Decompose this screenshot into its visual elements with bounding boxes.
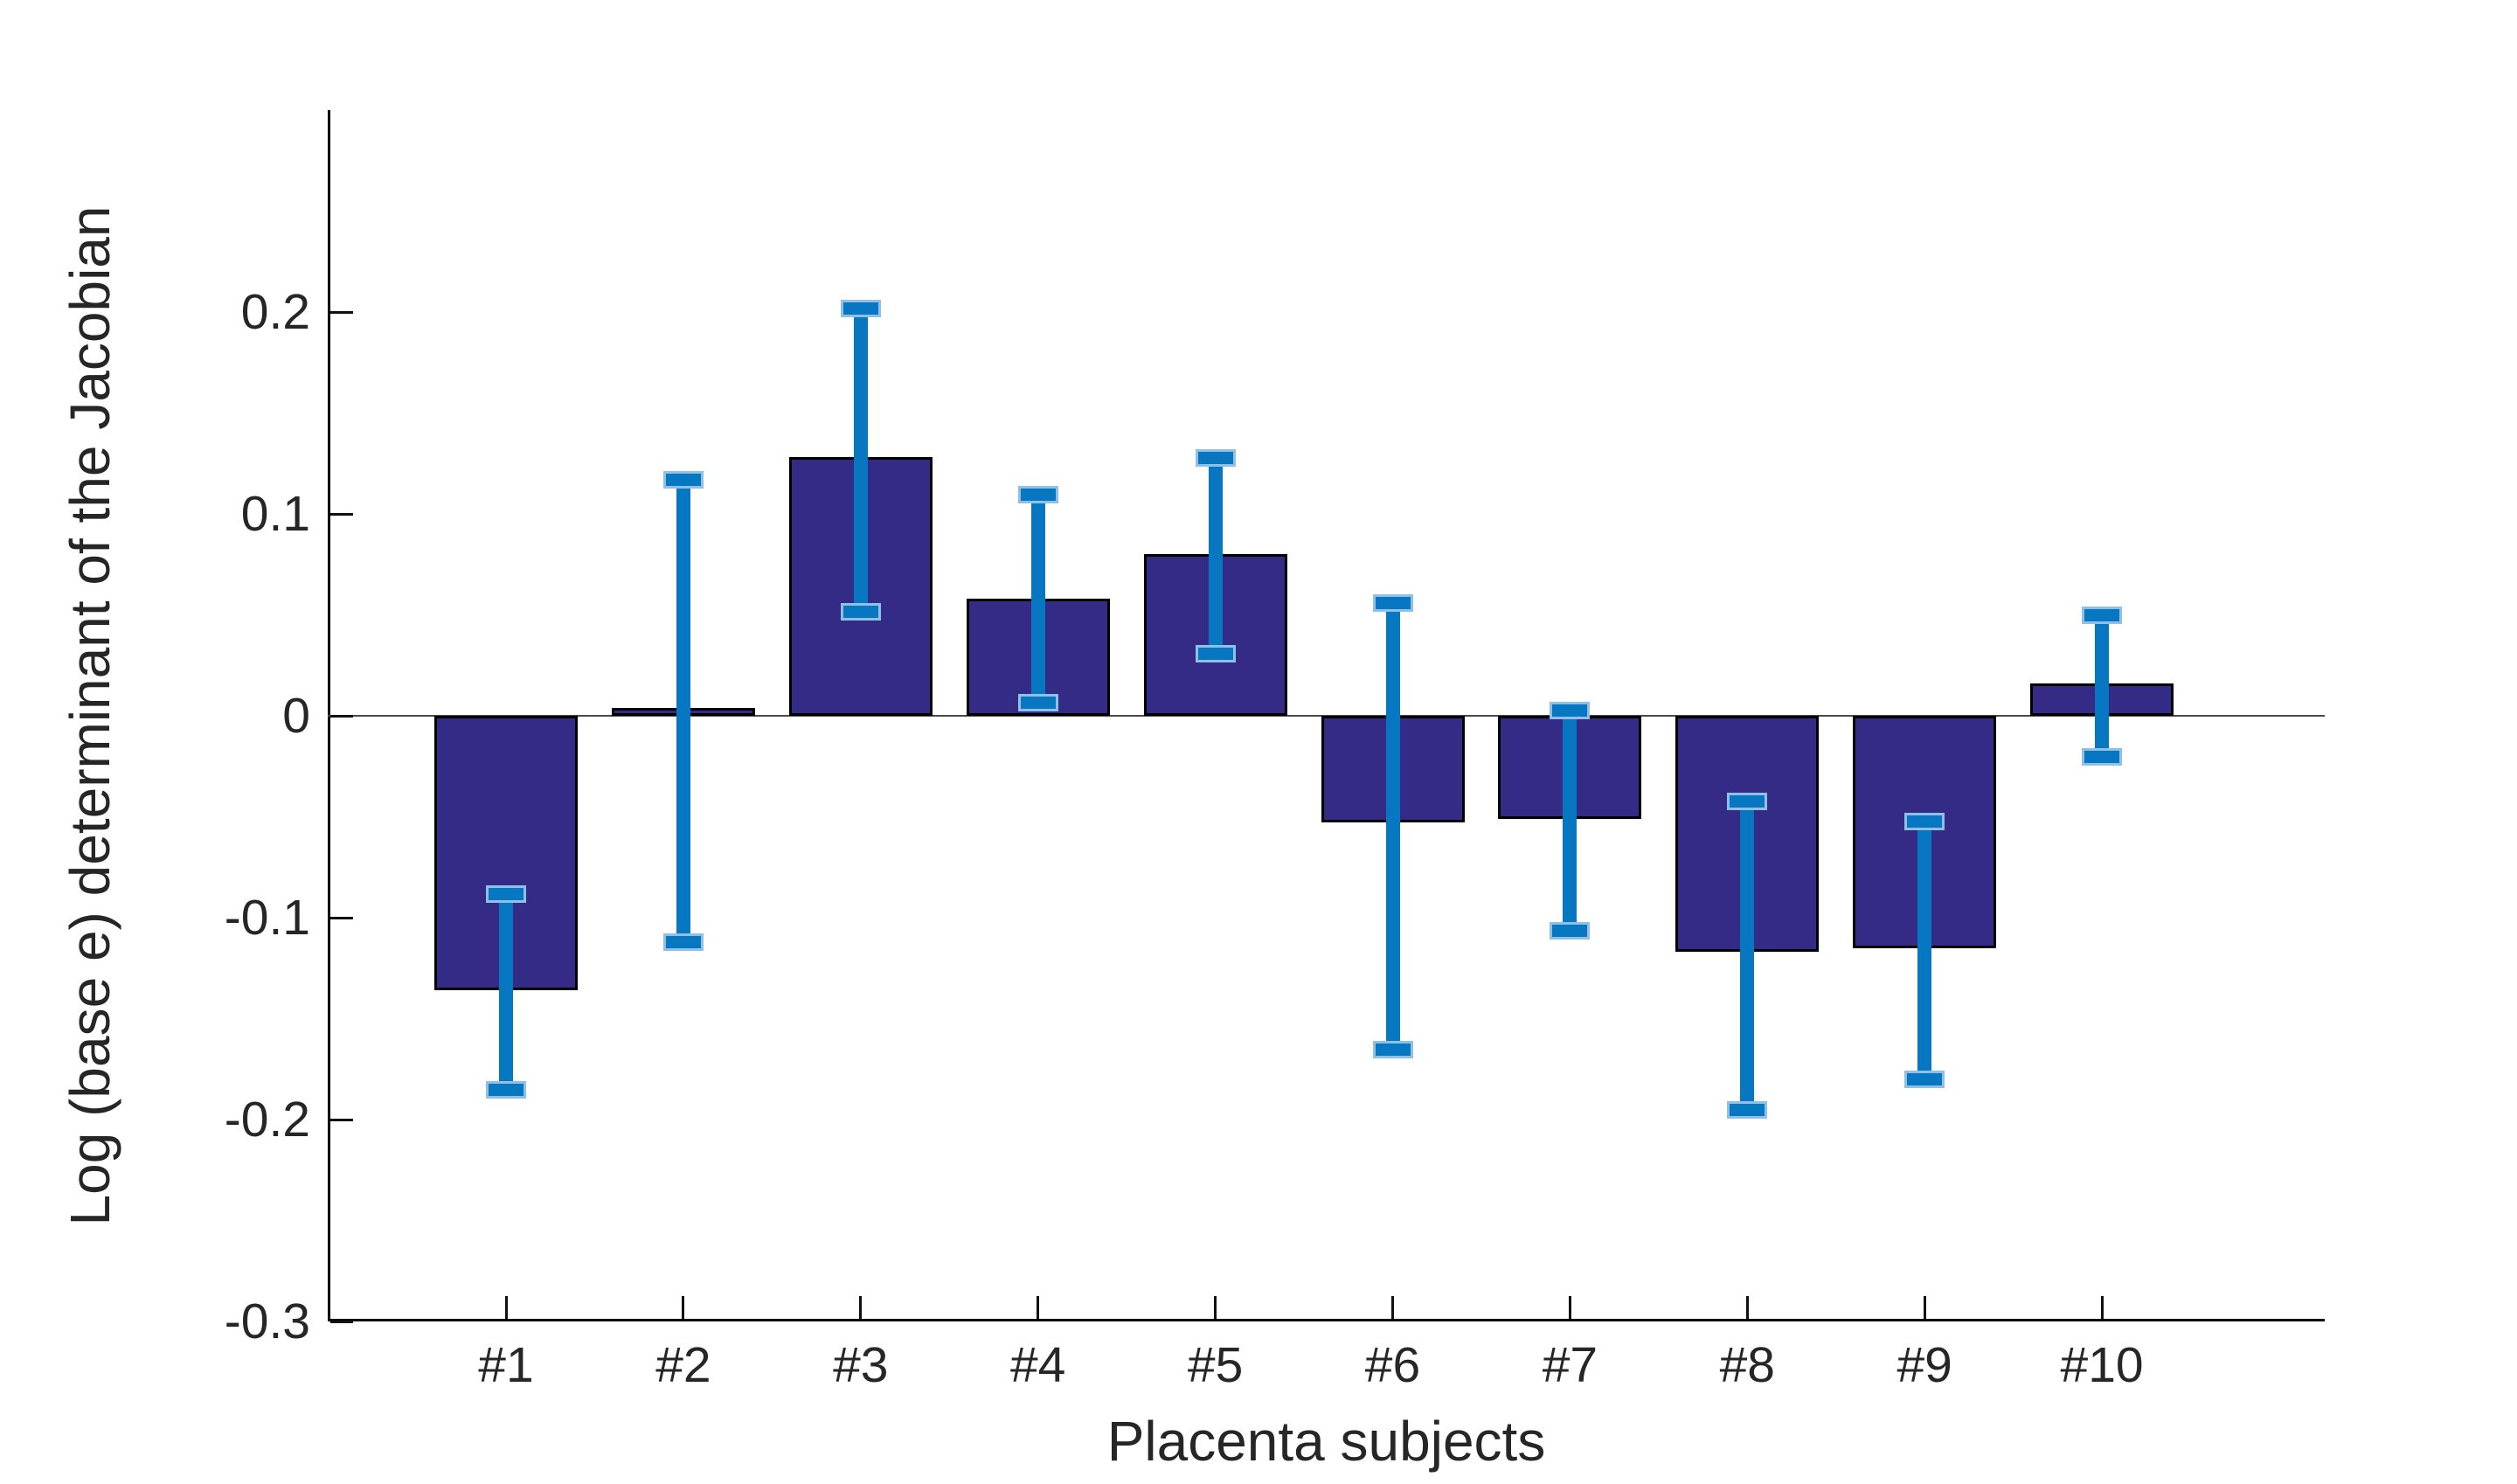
error-bar-top-cap <box>840 300 881 318</box>
error-bar-bottom-cap <box>840 602 881 621</box>
error-bar-bottom-cap <box>1372 1040 1413 1058</box>
x-axis-label: Placenta subjects <box>1106 1410 1546 1473</box>
y-tick-label: 0 <box>282 688 310 744</box>
error-bar-#10 <box>2095 613 2110 754</box>
error-bar-bottom-cap <box>662 933 704 952</box>
x-tick <box>682 1296 685 1319</box>
error-bar-#2 <box>676 477 690 940</box>
y-tick-label: -0.1 <box>224 890 310 946</box>
error-bar-#8 <box>1740 798 1755 1108</box>
x-tick-label: #2 <box>655 1337 711 1393</box>
error-bar-#1 <box>499 891 513 1088</box>
y-tick <box>330 310 353 314</box>
x-tick <box>1923 1296 1926 1319</box>
error-bar-#5 <box>1208 455 1223 652</box>
x-tick <box>2100 1296 2104 1319</box>
y-tick <box>330 714 353 718</box>
error-bar-top-cap <box>486 884 526 903</box>
x-tick <box>504 1296 508 1319</box>
plot-area <box>328 110 2325 1323</box>
x-tick-label: #6 <box>1364 1337 1421 1393</box>
x-tick <box>1745 1296 1749 1319</box>
x-tick <box>1037 1296 1040 1319</box>
x-tick-label: #5 <box>1187 1337 1244 1393</box>
error-bar-bottom-cap <box>1017 693 1058 711</box>
y-tick <box>330 916 353 919</box>
error-bar-bottom-cap <box>1727 1101 1768 1120</box>
error-bar-bottom-cap <box>1195 645 1236 663</box>
y-tick-label: -0.3 <box>224 1293 310 1349</box>
y-axis-label: Log (base e) determinant of the Jacobian <box>59 205 121 1226</box>
error-bar-top-cap <box>1904 812 1945 830</box>
error-bar-top-cap <box>1550 701 1591 719</box>
error-bar-#9 <box>1917 818 1932 1078</box>
y-tick <box>330 512 353 516</box>
error-bar-bottom-cap <box>2082 747 2123 766</box>
x-tick <box>1568 1296 1571 1319</box>
error-bar-top-cap <box>1372 594 1413 613</box>
y-tick <box>330 1320 353 1323</box>
x-tick-label: #4 <box>1009 1337 1066 1393</box>
y-tick-label: 0.1 <box>240 486 310 542</box>
x-tick-label: #7 <box>1542 1337 1598 1393</box>
x-axis-spine <box>328 1319 2325 1321</box>
x-tick-label: #9 <box>1896 1337 1952 1393</box>
error-bar-#6 <box>1385 600 1400 1047</box>
error-bar-bottom-cap <box>1904 1071 1945 1089</box>
x-tick-label: #10 <box>2060 1337 2144 1393</box>
error-bar-top-cap <box>1195 449 1236 467</box>
x-tick-label: #1 <box>478 1337 534 1393</box>
error-bar-top-cap <box>1727 792 1768 810</box>
error-bar-#4 <box>1030 491 1045 700</box>
error-bar-#3 <box>853 306 868 609</box>
y-tick-label: 0.2 <box>240 284 310 340</box>
x-tick <box>1214 1296 1217 1319</box>
error-bar-bottom-cap <box>1550 921 1591 940</box>
error-bar-bottom-cap <box>486 1081 526 1099</box>
x-tick-label: #3 <box>833 1337 889 1393</box>
error-bar-top-cap <box>1017 485 1058 503</box>
x-tick-label: #8 <box>1719 1337 1775 1393</box>
error-bar-top-cap <box>662 471 704 489</box>
error-bar-#7 <box>1563 707 1577 928</box>
y-tick <box>330 1118 353 1121</box>
x-tick <box>1391 1296 1394 1319</box>
x-tick <box>859 1296 863 1319</box>
y-tick-label: -0.2 <box>224 1092 310 1148</box>
error-bar-top-cap <box>2082 607 2123 625</box>
